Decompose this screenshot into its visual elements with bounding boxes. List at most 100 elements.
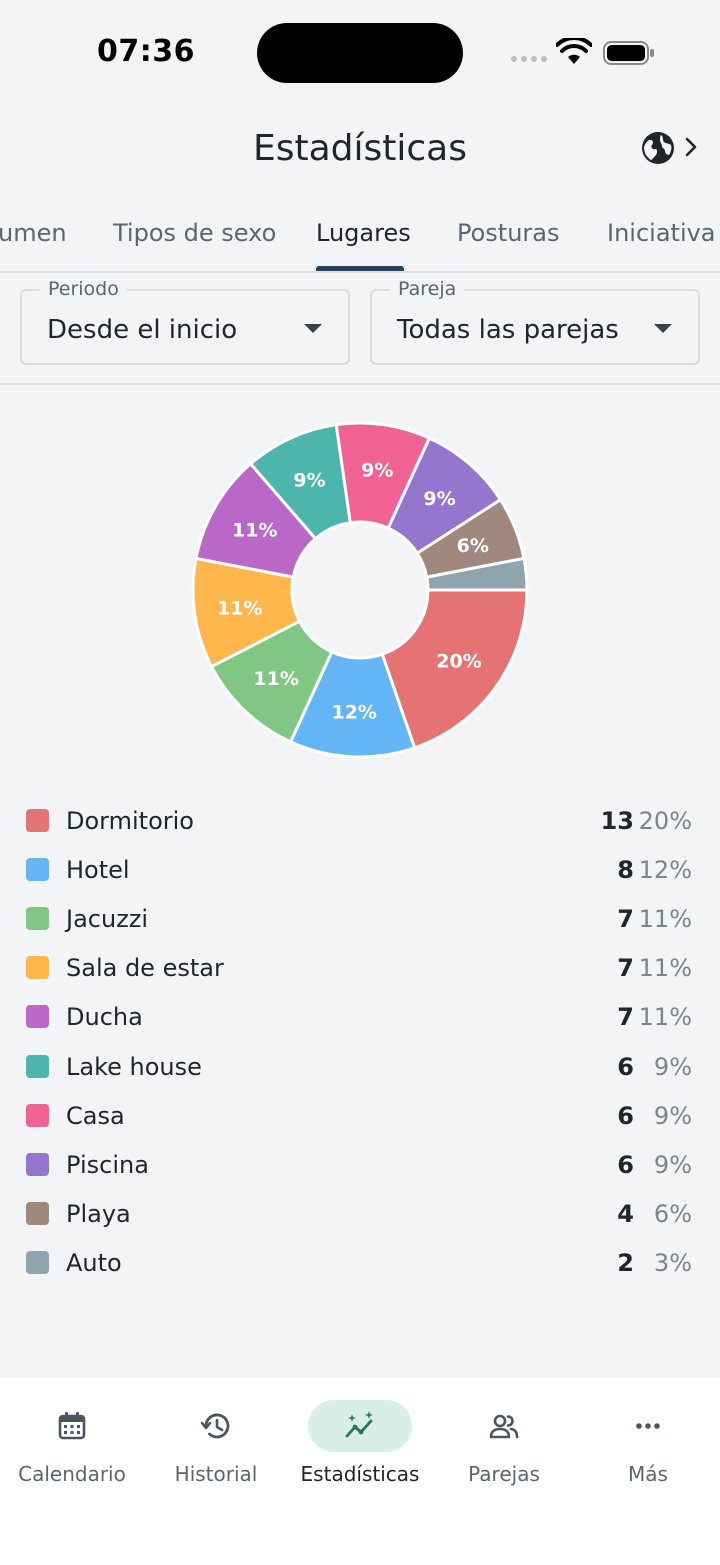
history-icon bbox=[200, 1413, 230, 1439]
legend-label: Ducha bbox=[66, 1003, 143, 1032]
legend-item: Playa 4 6% bbox=[0, 1189, 720, 1238]
dropdown-arrow-icon bbox=[654, 324, 672, 333]
legend-count: 7 bbox=[617, 954, 634, 983]
legend-item: Piscina 6 9% bbox=[0, 1140, 720, 1189]
active-nav-indicator bbox=[308, 1400, 412, 1452]
slice-percent-label: 11% bbox=[253, 668, 298, 690]
nav-estadisticas[interactable]: Estadísticas bbox=[288, 1400, 432, 1500]
chevron-right-icon[interactable] bbox=[684, 137, 698, 157]
period-select-value: Desde el inicio bbox=[47, 315, 238, 345]
active-tab-indicator bbox=[316, 266, 404, 271]
slice-percent-label: 9% bbox=[361, 460, 393, 482]
slice-percent-label: 20% bbox=[436, 650, 481, 672]
legend-swatch bbox=[26, 1201, 49, 1225]
nav-parejas[interactable]: Parejas bbox=[432, 1400, 576, 1500]
legend-count: 4 bbox=[617, 1199, 634, 1228]
donut-chart: 20% 12% 11% 11% 11% 9% 9% 9% 6% bbox=[191, 421, 529, 759]
legend-label: Jacuzzi bbox=[66, 905, 149, 934]
legend-item: Hotel 8 12% bbox=[0, 845, 720, 894]
app-header: Estadísticas bbox=[0, 110, 720, 190]
donut-slice bbox=[380, 588, 529, 750]
legend-label: Lake house bbox=[66, 1052, 202, 1081]
legend-swatch bbox=[26, 1054, 49, 1078]
dynamic-island bbox=[257, 23, 463, 83]
nav-historial[interactable]: Historial bbox=[144, 1400, 288, 1500]
legend-count: 6 bbox=[617, 1150, 634, 1179]
legend-count: 2 bbox=[617, 1248, 634, 1277]
wifi-icon bbox=[556, 38, 592, 64]
legend-swatch bbox=[26, 956, 49, 980]
legend-item: Lake house 6 9% bbox=[0, 1042, 720, 1091]
calendar-icon bbox=[58, 1412, 86, 1440]
more-icon bbox=[636, 1423, 660, 1429]
slice-percent-label: 6% bbox=[457, 535, 489, 557]
legend-label: Piscina bbox=[66, 1150, 149, 1179]
legend-count: 7 bbox=[617, 1003, 634, 1032]
slice-percent-label: 11% bbox=[232, 519, 277, 541]
legend-count: 13 bbox=[600, 807, 634, 835]
globe-icon[interactable] bbox=[640, 130, 676, 166]
legend-item: Sala de estar 7 11% bbox=[0, 943, 720, 992]
tab-tipos-de-sexo[interactable]: Tipos de sexo bbox=[113, 219, 277, 247]
legend-percent: 3% bbox=[653, 1248, 692, 1277]
nav-label: Más bbox=[628, 1462, 668, 1486]
stats-icon bbox=[345, 1411, 373, 1438]
legend-label: Dormitorio bbox=[66, 807, 194, 835]
nav-label: Estadísticas bbox=[300, 1462, 420, 1486]
tab-bar: umen Tipos de sexo Lugares Posturas Inic… bbox=[0, 205, 720, 273]
nav-label: Historial bbox=[174, 1462, 258, 1486]
slice-percent-label: 11% bbox=[217, 597, 262, 619]
legend-swatch bbox=[26, 907, 49, 931]
legend-label: Auto bbox=[66, 1248, 122, 1277]
legend-percent: 6% bbox=[653, 1199, 692, 1228]
tab-posturas[interactable]: Posturas bbox=[457, 219, 560, 247]
nav-calendario[interactable]: Calendario bbox=[0, 1400, 144, 1500]
period-select-label: Periodo bbox=[40, 278, 127, 300]
dropdown-arrow-icon bbox=[304, 324, 322, 333]
legend-item: Dormitorio 13 20% bbox=[0, 796, 720, 845]
battery-icon bbox=[603, 41, 654, 65]
legend-label: Casa bbox=[66, 1101, 125, 1130]
partner-select[interactable]: Pareja Todas las parejas bbox=[370, 278, 700, 365]
legend-label: Playa bbox=[66, 1199, 131, 1228]
legend-swatch bbox=[26, 1250, 49, 1274]
legend-item: Ducha 7 11% bbox=[0, 992, 720, 1041]
page-title: Estadísticas bbox=[252, 128, 467, 169]
legend-swatch bbox=[26, 1152, 49, 1176]
legend-percent: 11% bbox=[638, 1003, 692, 1032]
status-time: 07:36 bbox=[97, 34, 195, 69]
legend-percent: 9% bbox=[653, 1052, 692, 1081]
divider bbox=[0, 383, 720, 385]
tab-lugares[interactable]: Lugares bbox=[316, 219, 411, 247]
legend-item: Auto 2 3% bbox=[0, 1238, 720, 1287]
tab-iniciativa[interactable]: Iniciativa bbox=[607, 219, 716, 247]
status-bar: 07:36 bbox=[0, 0, 720, 105]
slice-percent-label: 9% bbox=[423, 488, 455, 510]
legend-item: Casa 6 9% bbox=[0, 1091, 720, 1140]
tab-resumen[interactable]: umen bbox=[0, 219, 67, 247]
legend-percent: 9% bbox=[653, 1150, 692, 1179]
legend-swatch bbox=[26, 1005, 49, 1029]
nav-label: Calendario bbox=[18, 1462, 126, 1486]
people-icon bbox=[489, 1414, 519, 1439]
cellular-signal-icon bbox=[511, 56, 547, 62]
legend-count: 8 bbox=[617, 856, 634, 885]
legend-swatch bbox=[26, 1103, 49, 1127]
nav-label: Parejas bbox=[468, 1462, 540, 1486]
nav-mas[interactable]: Más bbox=[576, 1400, 720, 1500]
legend-label: Sala de estar bbox=[66, 954, 224, 983]
slice-percent-label: 9% bbox=[293, 469, 325, 491]
legend-swatch bbox=[26, 809, 49, 832]
legend-item: Jacuzzi 7 11% bbox=[0, 894, 720, 943]
legend-percent: 20% bbox=[638, 807, 692, 835]
partner-select-label: Pareja bbox=[390, 278, 465, 300]
donut-slice bbox=[425, 556, 529, 592]
legend-swatch bbox=[26, 858, 49, 882]
period-select[interactable]: Periodo Desde el inicio bbox=[20, 278, 350, 365]
slice-percent-label: 12% bbox=[331, 701, 376, 723]
legend-percent: 11% bbox=[638, 905, 692, 934]
partner-select-value: Todas las parejas bbox=[397, 315, 619, 345]
legend-count: 7 bbox=[617, 905, 634, 934]
legend-label: Hotel bbox=[66, 856, 130, 885]
legend-count: 6 bbox=[617, 1052, 634, 1081]
